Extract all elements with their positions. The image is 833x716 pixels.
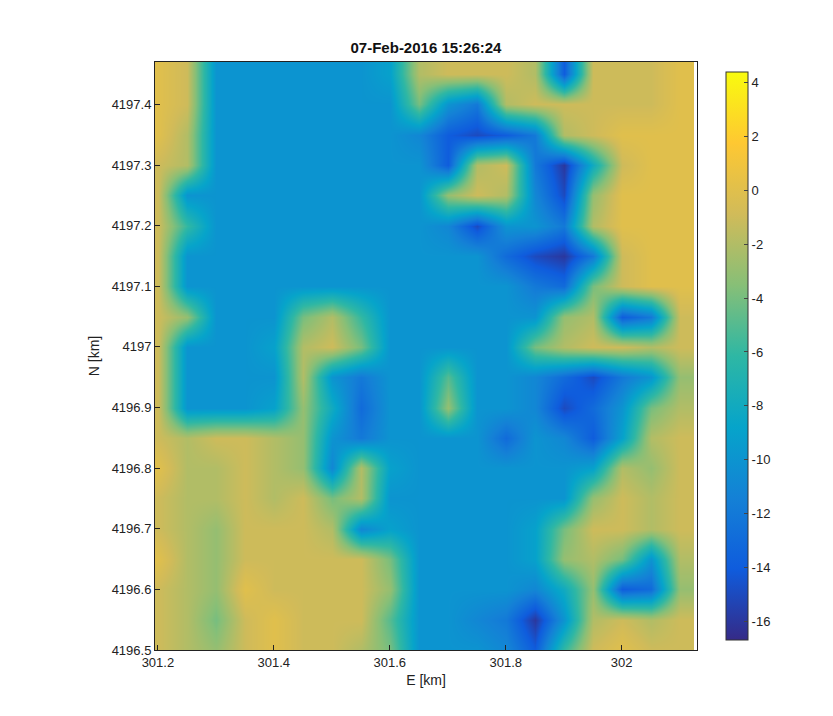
svg-text:4197.2: 4197.2 <box>112 218 152 233</box>
svg-text:301.8: 301.8 <box>489 655 522 670</box>
svg-text:-12: -12 <box>752 506 771 521</box>
svg-text:-14: -14 <box>752 560 771 575</box>
svg-text:4197: 4197 <box>122 339 151 354</box>
svg-text:0: 0 <box>752 183 759 198</box>
svg-text:302: 302 <box>611 655 633 670</box>
svg-text:301.2: 301.2 <box>142 655 175 670</box>
svg-text:-16: -16 <box>752 614 771 629</box>
svg-text:-10: -10 <box>752 452 771 467</box>
svg-text:4197.3: 4197.3 <box>112 158 152 173</box>
svg-text:4196.8: 4196.8 <box>112 461 152 476</box>
svg-text:4197.4: 4197.4 <box>112 97 152 112</box>
svg-text:07-Feb-2016 15:26:24: 07-Feb-2016 15:26:24 <box>351 39 503 56</box>
svg-text:4196.5: 4196.5 <box>112 643 152 658</box>
svg-text:4: 4 <box>752 75 759 90</box>
svg-text:-4: -4 <box>752 291 764 306</box>
svg-text:301.4: 301.4 <box>258 655 291 670</box>
svg-text:4196.9: 4196.9 <box>112 400 152 415</box>
svg-text:2: 2 <box>752 129 759 144</box>
svg-text:4197.1: 4197.1 <box>112 279 152 294</box>
svg-text:-2: -2 <box>752 237 764 252</box>
svg-text:N [km]: N [km] <box>86 336 102 376</box>
svg-text:4196.7: 4196.7 <box>112 521 152 536</box>
svg-text:-6: -6 <box>752 345 764 360</box>
svg-text:-8: -8 <box>752 398 764 413</box>
svg-text:4196.6: 4196.6 <box>112 582 152 597</box>
svg-text:E [km]: E [km] <box>406 672 446 688</box>
svg-text:301.6: 301.6 <box>373 655 406 670</box>
